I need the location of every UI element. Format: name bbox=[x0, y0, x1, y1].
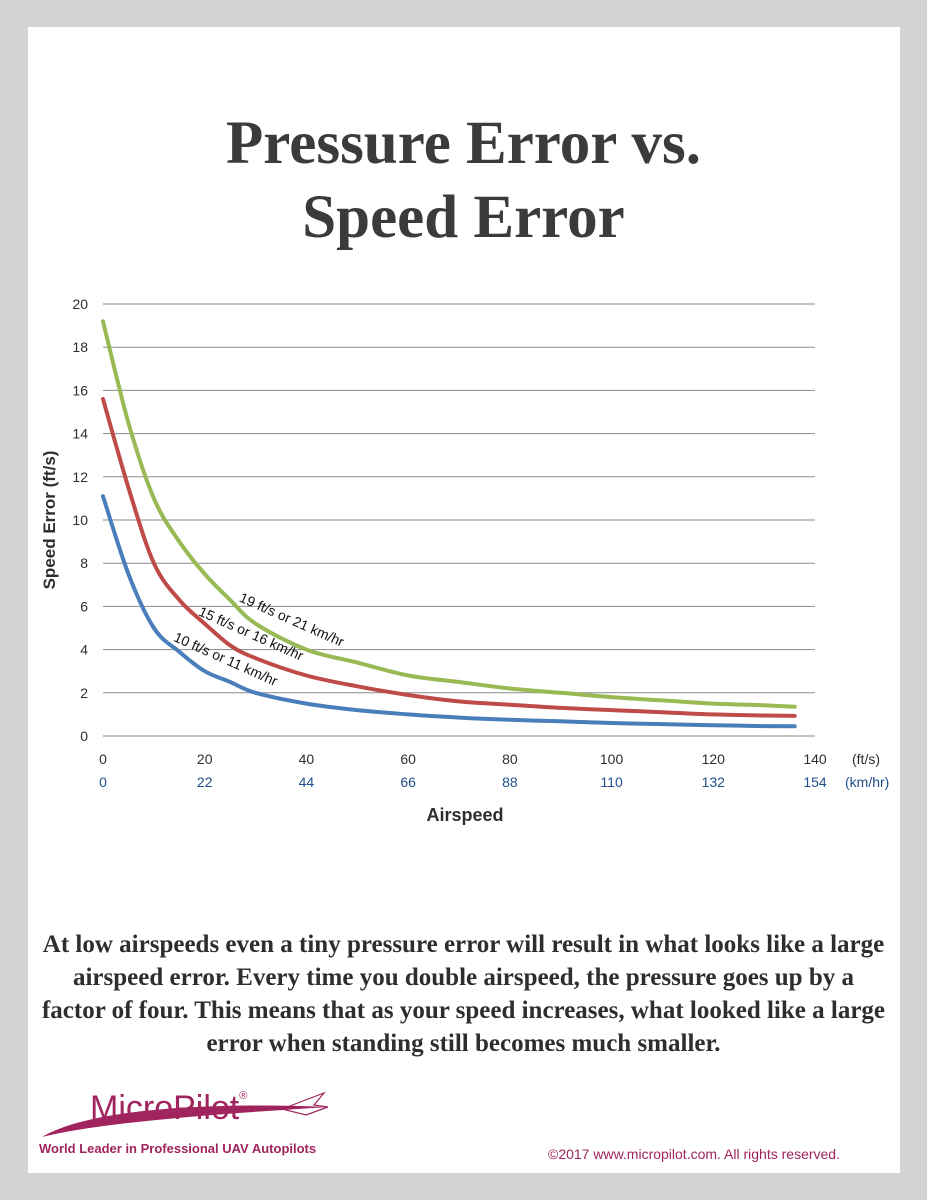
title-line-2: Speed Error bbox=[302, 184, 625, 251]
x-tick-label-kmh: 88 bbox=[502, 774, 518, 790]
x-axis-label: Airspeed bbox=[426, 805, 503, 825]
y-axis-label: Speed Error (ft/s) bbox=[40, 451, 59, 590]
logo-name: MicroPilot bbox=[90, 1089, 240, 1127]
y-tick-label: 12 bbox=[72, 469, 88, 485]
y-tick-label: 6 bbox=[80, 598, 88, 614]
x-tick-label-fts: 100 bbox=[600, 751, 624, 767]
y-tick-label: 8 bbox=[80, 555, 88, 571]
series-line bbox=[101, 494, 797, 729]
registered-mark: ® bbox=[239, 1090, 248, 1102]
y-tick-label: 16 bbox=[72, 382, 88, 398]
micropilot-logo: MicroPilot® World Leader in Professional… bbox=[36, 1085, 336, 1163]
x-unit-fts: (ft/s) bbox=[852, 751, 880, 767]
page-title: Pressure Error vs. Speed Error bbox=[0, 107, 927, 255]
y-tick-label: 14 bbox=[72, 426, 88, 442]
series-line bbox=[101, 397, 797, 718]
axis-ticks: 0246810121416182000202240446066808810011… bbox=[72, 296, 889, 790]
x-tick-label-kmh: 110 bbox=[600, 774, 623, 790]
x-tick-label-fts: 40 bbox=[299, 751, 315, 767]
page-sheet bbox=[28, 27, 900, 1173]
swoosh-icon bbox=[42, 1091, 329, 1137]
x-tick-label-kmh: 0 bbox=[99, 774, 107, 790]
copyright-text: ©2017 www.micropilot.com. All rights res… bbox=[548, 1146, 840, 1162]
x-unit-kmh: (km/hr) bbox=[845, 774, 889, 790]
explanation-text: At low airspeeds even a tiny pressure er… bbox=[41, 931, 886, 1057]
x-tick-label-kmh: 132 bbox=[702, 774, 726, 790]
plane-icon bbox=[280, 1091, 329, 1116]
x-tick-label-kmh: 22 bbox=[197, 774, 213, 790]
y-tick-label: 4 bbox=[80, 642, 88, 658]
y-tick-label: 10 bbox=[72, 512, 88, 528]
title-line-1: Pressure Error vs. bbox=[226, 110, 701, 177]
y-tick-label: 18 bbox=[72, 339, 88, 355]
x-tick-label-kmh: 154 bbox=[803, 774, 827, 790]
x-tick-label-fts: 120 bbox=[702, 751, 726, 767]
y-tick-label: 0 bbox=[80, 728, 88, 744]
series-lines bbox=[101, 319, 797, 729]
x-tick-label-kmh: 44 bbox=[299, 774, 315, 790]
x-tick-label-fts: 60 bbox=[400, 751, 416, 767]
x-tick-label-fts: 80 bbox=[502, 751, 518, 767]
grid-lines bbox=[103, 303, 815, 737]
x-tick-label-fts: 140 bbox=[803, 751, 827, 767]
series-line bbox=[101, 319, 797, 709]
logo-tagline: World Leader in Professional UAV Autopil… bbox=[39, 1141, 317, 1156]
x-tick-label-fts: 20 bbox=[197, 751, 213, 767]
y-tick-label: 2 bbox=[80, 685, 88, 701]
x-tick-label-kmh: 66 bbox=[400, 774, 416, 790]
x-tick-label-fts: 0 bbox=[99, 751, 107, 767]
y-tick-label: 20 bbox=[72, 296, 88, 312]
